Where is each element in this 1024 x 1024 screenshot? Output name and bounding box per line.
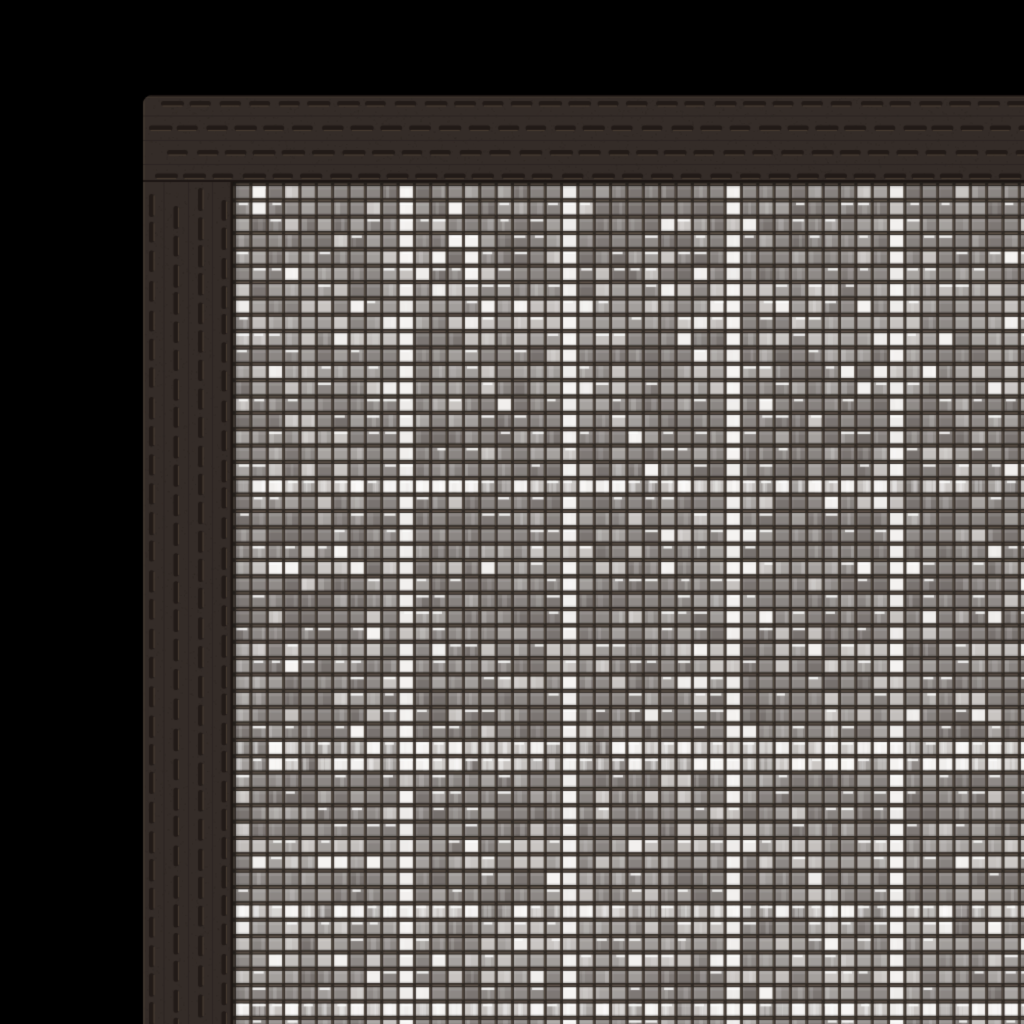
window-screen-product-photo [0,0,1024,1024]
screen-render-canvas [0,0,1024,1024]
